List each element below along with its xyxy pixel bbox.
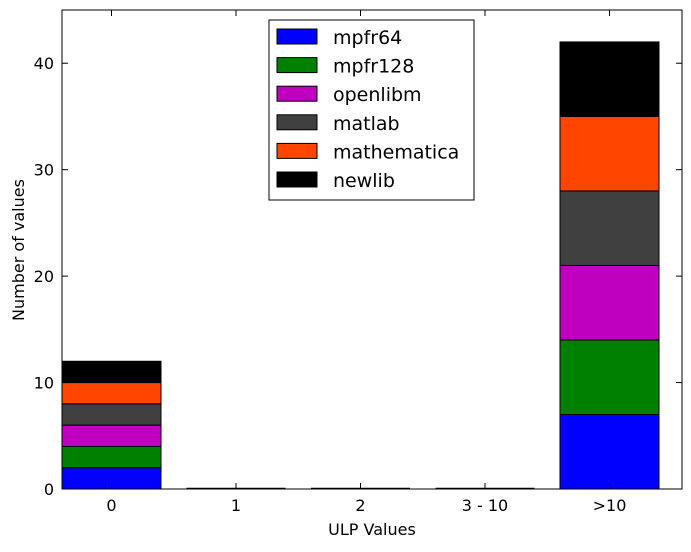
y-tick-label: 30: [34, 161, 54, 180]
legend-swatch-mpfr64: [276, 28, 318, 45]
legend-label-mpfr128: mpfr128: [333, 56, 414, 78]
legend-label-newlib: newlib: [333, 170, 395, 192]
legend-label-mpfr64: mpfr64: [333, 27, 402, 49]
legend-label-mathematica: mathematica: [333, 141, 459, 163]
legend-swatch-openlibm: [276, 85, 318, 102]
y-tick-label: 10: [34, 374, 54, 393]
x-tick-label: 3 - 10: [462, 496, 508, 515]
bar-newlib-4: [559, 41, 660, 117]
bar-mpfr64-4: [559, 413, 660, 490]
bar-openlibm-0: [61, 424, 162, 447]
legend-swatch-newlib: [276, 171, 318, 188]
y-axis: 0 10 20 30 40: [34, 54, 682, 499]
legend-label-openlibm: openlibm: [333, 84, 422, 106]
legend-box: [268, 19, 475, 201]
bar-mpfr128-4: [559, 339, 660, 415]
x-tick-label: 2: [355, 496, 365, 515]
x-tick-label: 1: [231, 496, 241, 515]
plot-frame: [61, 9, 683, 490]
bar-matlab-0: [61, 403, 162, 426]
x-axis: 0 1 2 3 - 10 >10: [106, 10, 626, 515]
y-tick-label: 0: [44, 480, 54, 499]
bar-newlib-0: [61, 360, 162, 384]
bar-matlab-4: [559, 190, 660, 266]
legend-swatch-matlab: [276, 114, 318, 131]
legend-label-matlab: matlab: [333, 113, 400, 135]
x-axis-label: ULP Values: [328, 520, 416, 539]
legend: mpfr64 mpfr128 openlibm matlab mathematica ne…: [268, 19, 475, 201]
y-tick-label: 20: [34, 267, 54, 286]
bar-openlibm-4: [559, 264, 660, 341]
y-axis-label: Number of values: [9, 179, 28, 321]
legend-swatch-mathematica: [276, 142, 318, 159]
x-tick-label: >10: [593, 496, 627, 515]
bar-mathematica-0: [61, 382, 162, 405]
legend-swatch-mpfr128: [276, 57, 318, 74]
bar-mathematica-4: [559, 115, 660, 192]
bars-layer: [61, 41, 660, 490]
x-tick-label: 0: [106, 496, 116, 515]
bar-mpfr128-0: [61, 445, 162, 469]
y-tick-label: 40: [34, 54, 54, 73]
